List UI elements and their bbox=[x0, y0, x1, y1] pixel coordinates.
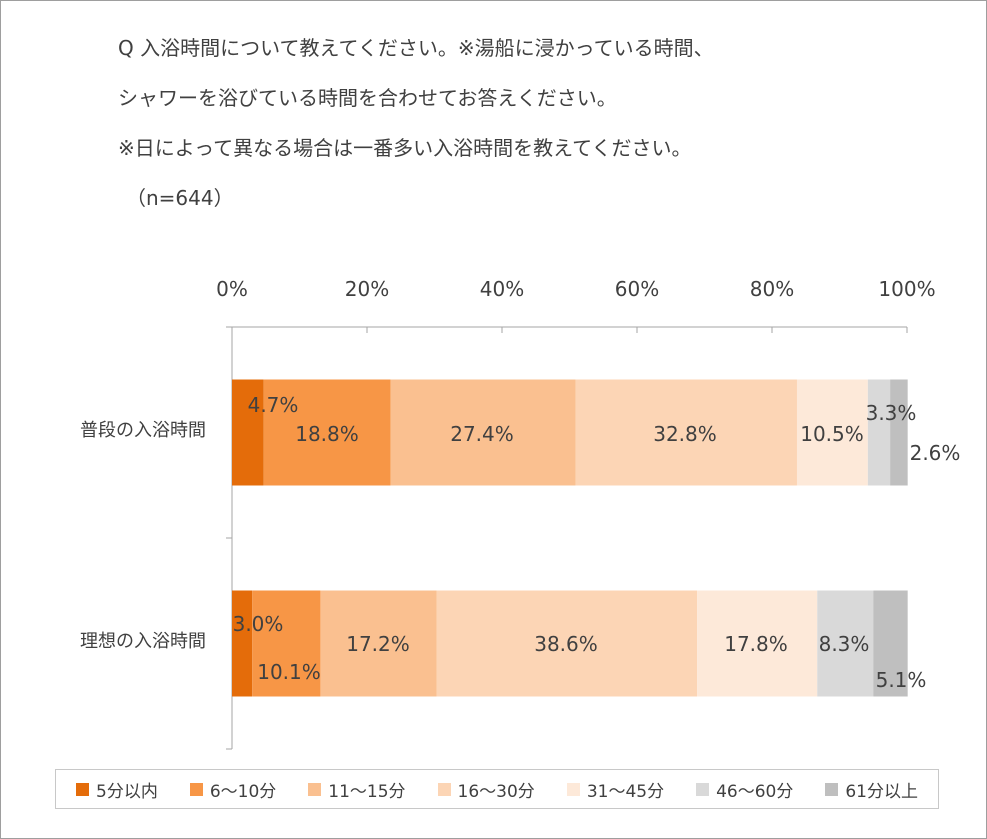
bar-segment bbox=[796, 379, 868, 486]
legend-item: 46～60分 bbox=[696, 777, 793, 802]
legend-item: 16～30分 bbox=[437, 777, 535, 802]
sample-size: （n=644） bbox=[126, 186, 234, 210]
data-label: 17.8% bbox=[724, 632, 788, 656]
legend-swatch bbox=[76, 782, 89, 796]
legend-swatch bbox=[696, 782, 710, 796]
question-line-3: ※日によって異なる場合は一番多い入浴時間を教えてください。 bbox=[118, 136, 692, 160]
legend-label: 6～10分 bbox=[209, 781, 277, 802]
x-tick-label: 0% bbox=[216, 277, 248, 301]
data-label: 5.1% bbox=[876, 668, 927, 692]
data-label: 10.5% bbox=[800, 422, 864, 446]
data-label: 38.6% bbox=[534, 632, 598, 656]
bar-segment bbox=[232, 379, 264, 486]
legend-label: 5分以内 bbox=[96, 781, 158, 802]
legend-swatch bbox=[437, 782, 451, 796]
legend-item: 61分以上 bbox=[825, 777, 918, 802]
data-label: 3.3% bbox=[866, 401, 917, 425]
data-label: 32.8% bbox=[653, 422, 717, 446]
data-label: 18.8% bbox=[295, 422, 359, 446]
bar-segment bbox=[232, 590, 253, 697]
legend-label: 61分以上 bbox=[845, 781, 918, 802]
legend-label: 31～45分 bbox=[586, 781, 665, 802]
bar-segment bbox=[890, 379, 908, 486]
bar-segment bbox=[873, 590, 908, 697]
legend-swatch bbox=[566, 782, 580, 796]
x-tick-label: 80% bbox=[750, 277, 794, 301]
bar-segment bbox=[263, 379, 391, 486]
x-tick-label: 40% bbox=[480, 277, 524, 301]
question-line-2: シャワーを浴びている時間を合わせてお答えください。 bbox=[118, 86, 617, 110]
data-label: 27.4% bbox=[450, 422, 514, 446]
legend-swatch bbox=[189, 782, 203, 796]
legend-item: 31～45分 bbox=[566, 777, 665, 802]
bar-segment bbox=[575, 379, 797, 486]
bar-segment bbox=[817, 590, 874, 697]
data-label: 17.2% bbox=[346, 632, 410, 656]
data-label: 10.1% bbox=[257, 660, 321, 684]
bar-segment bbox=[867, 379, 891, 486]
legend-label: 11～15分 bbox=[328, 781, 406, 802]
x-tick-label: 20% bbox=[345, 277, 389, 301]
legend-swatch bbox=[308, 782, 322, 796]
legend-item: 5分以内 bbox=[76, 777, 158, 802]
legend-item: 6～10分 bbox=[189, 777, 277, 802]
category-label: 理想の入浴時間 bbox=[80, 631, 206, 652]
question-line-1: Q 入浴時間について教えてください。※湯船に浸かっている時間、 bbox=[118, 36, 714, 60]
data-label: 3.0% bbox=[233, 612, 284, 636]
category-label: 普段の入浴時間 bbox=[80, 420, 206, 441]
data-label: 2.6% bbox=[910, 441, 961, 465]
question-text: Q 入浴時間について教えてください。※湯船に浸かっている時間、 シャワーを浴びて… bbox=[118, 23, 714, 223]
x-tick-label: 100% bbox=[878, 277, 935, 301]
x-tick-label: 60% bbox=[615, 277, 659, 301]
legend-swatch bbox=[825, 782, 839, 796]
bar-segment bbox=[390, 379, 576, 486]
legend: 5分以内 6～10分 11～15分 16～30分 31～45分 46～60分 61分以上 bbox=[55, 769, 939, 809]
bar-segment bbox=[436, 590, 698, 697]
bar-segment bbox=[320, 590, 437, 697]
data-label: 8.3% bbox=[819, 632, 870, 656]
legend-item: 11～15分 bbox=[308, 777, 406, 802]
legend-label: 16～30分 bbox=[457, 781, 535, 802]
data-label: 4.7% bbox=[248, 393, 299, 417]
legend-label: 46～60分 bbox=[716, 781, 794, 802]
bar-segment bbox=[252, 590, 321, 697]
bar-segment bbox=[697, 590, 818, 697]
